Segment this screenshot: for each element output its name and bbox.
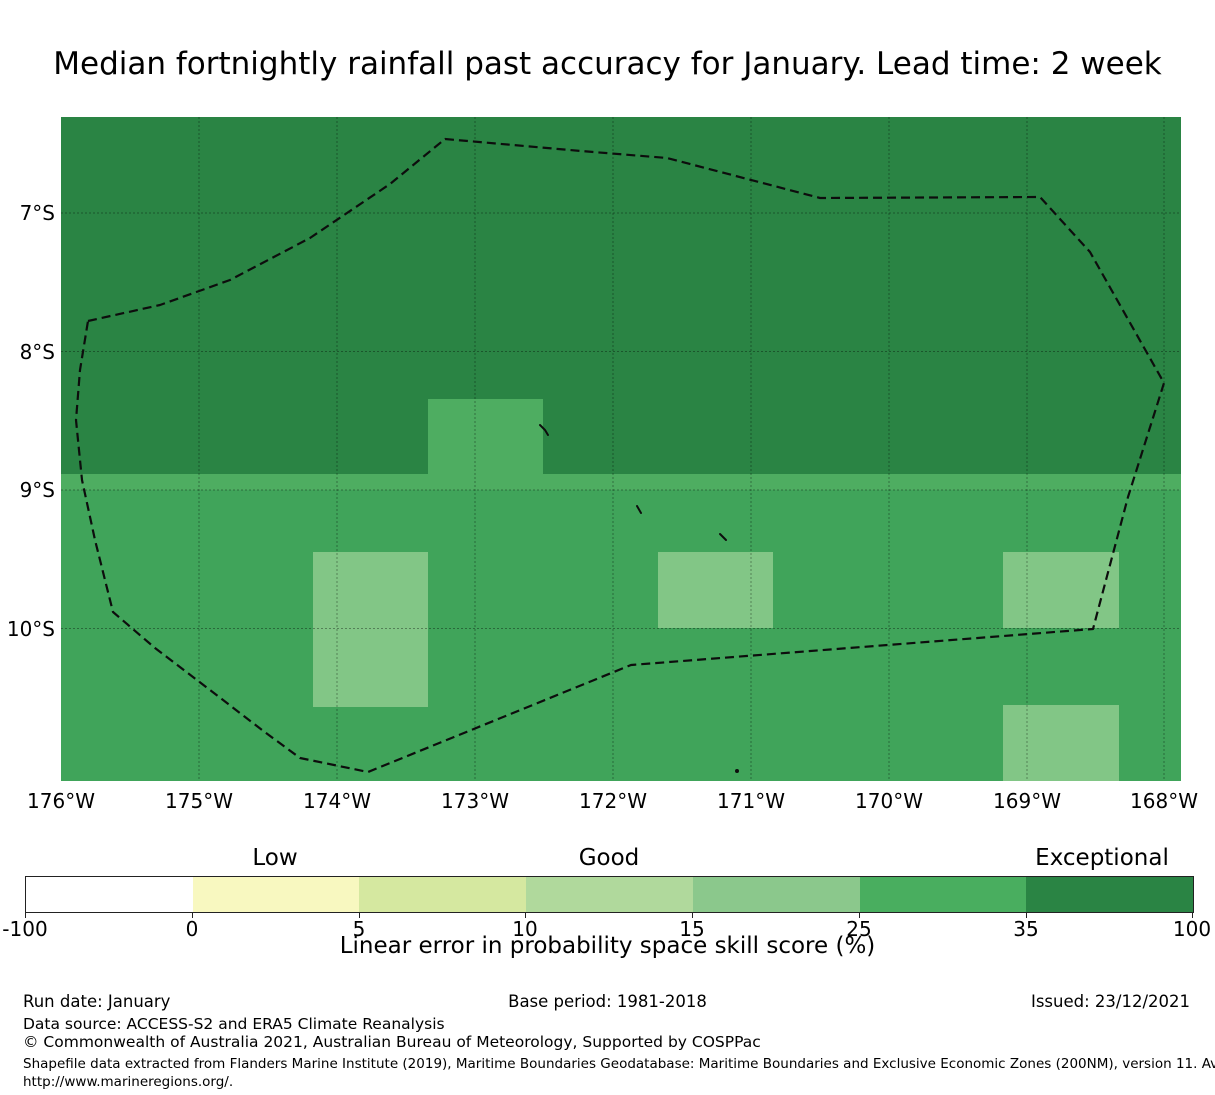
chart-title: Median fortnightly rainfall past accurac… [53, 46, 1162, 82]
xtick-175w: 175°W [165, 789, 233, 813]
colorbar-tickmark [1026, 913, 1027, 918]
colorbar-tick-15: 15 [679, 917, 705, 941]
colorbar-tickmark [359, 913, 360, 918]
colorbar-tick-10: 10 [512, 917, 538, 941]
island-marks [539, 424, 739, 773]
colorbar-tickmark [525, 913, 526, 918]
colorbar-tick-0: 0 [185, 917, 199, 941]
xtick-176w: 176°W [27, 789, 95, 813]
shapefile-note-line1: Shapefile data extracted from Flanders M… [23, 1056, 1215, 1072]
eez-boundary-outline [74, 137, 1166, 774]
colorbar-axis-label: Linear error in probability space skill … [339, 933, 876, 959]
copyright-text: © Commonwealth of Australia 2021, Austra… [23, 1033, 761, 1051]
cell-light-169w-lower [1003, 705, 1119, 781]
colorbar-tick-100: 100 [1172, 917, 1212, 941]
map-plot [61, 117, 1181, 781]
colorbar-segment-0-5 [192, 877, 360, 912]
colorbar-tick-neg100: -100 [2, 917, 48, 941]
ytick-9s: 9°S [19, 478, 55, 502]
region-south-medium [61, 490, 1181, 781]
issued-date-text: Issued: 23/12/2021 [1030, 992, 1190, 1011]
colorbar-category-low: Low [252, 845, 298, 871]
xtick-171w: 171°W [717, 789, 785, 813]
cell-notch-173w [428, 399, 543, 474]
cell-light-169w-upper [1003, 552, 1119, 628]
xtick-168w: 168°W [1130, 789, 1198, 813]
colorbar-category-exceptional: Exceptional [1035, 845, 1169, 871]
colorbar-tick-35: 35 [1013, 917, 1039, 941]
island-mark-1 [539, 424, 549, 436]
cell-light-174w [313, 552, 428, 707]
colorbar-segment-10-15 [526, 877, 693, 912]
xtick-173w: 173°W [441, 789, 509, 813]
colorbar-tickmark [25, 913, 26, 918]
xtick-169w: 169°W [993, 789, 1061, 813]
xtick-174w: 174°W [303, 789, 371, 813]
colorbar-segment-15-25 [692, 877, 860, 912]
colorbar-segment-5-10 [359, 877, 527, 912]
cell-light-171w [658, 552, 773, 628]
data-source-text: Data source: ACCESS-S2 and ERA5 Climate … [23, 1015, 445, 1033]
island-mark-2 [636, 505, 642, 514]
colorbar-segment-neg100-0 [26, 877, 193, 912]
colorbar-category-good: Good [578, 845, 640, 871]
colorbar-tick-25: 25 [846, 917, 872, 941]
xtick-172w: 172°W [579, 789, 647, 813]
island-mark-4 [735, 769, 739, 773]
run-date-text: Run date: January [23, 992, 171, 1011]
shapefile-note-line2: http://www.marineregions.org/. [23, 1074, 234, 1090]
region-north-exceptional [61, 117, 1181, 474]
colorbar-tickmark [192, 913, 193, 918]
colorbar-tick-5: 5 [352, 917, 366, 941]
xtick-170w: 170°W [855, 789, 923, 813]
colorbar-segment-25-35 [859, 877, 1027, 912]
gridlines [61, 117, 1181, 781]
ytick-10s: 10°S [6, 617, 55, 641]
ytick-8s: 8°S [19, 340, 55, 364]
island-mark-3 [719, 533, 727, 541]
colorbar-tickmark [692, 913, 693, 918]
colorbar-segment-35-100 [1026, 877, 1194, 912]
ytick-7s: 7°S [19, 201, 55, 225]
base-period-text: Base period: 1981-2018 [508, 992, 707, 1011]
colorbar-tickmark [859, 913, 860, 918]
colorbar [25, 876, 1194, 913]
region-transition-band [61, 474, 1181, 490]
colorbar-tickmark [1192, 913, 1193, 918]
